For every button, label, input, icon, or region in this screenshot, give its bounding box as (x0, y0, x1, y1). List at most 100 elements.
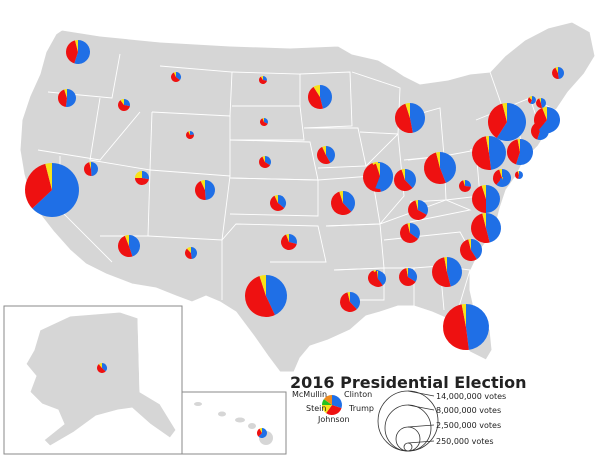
slice-AK-third (98, 363, 102, 368)
slice-DE-trump (515, 171, 519, 179)
pie-NV (84, 162, 99, 177)
slice-NY-clinton (496, 103, 527, 141)
size-circle-2-5m (395, 426, 421, 452)
slice-MT-clinton (176, 72, 182, 81)
slice-DC-third (502, 177, 503, 180)
slice-NC-third (482, 213, 486, 228)
alaska-inset (3, 305, 183, 455)
slice-MO-third (339, 191, 343, 203)
pie-DC (500, 177, 507, 183)
slice-CA-trump (25, 163, 52, 209)
pie-IA (317, 146, 335, 164)
pie-TX (245, 275, 287, 317)
slice-SD-trump (259, 118, 268, 126)
slice-AZ-trump (118, 235, 133, 257)
slice-DC-trump (501, 177, 503, 180)
pie-IN (394, 169, 417, 191)
legend-label-stein: Stein (306, 404, 326, 413)
pie-UT (135, 171, 150, 185)
slice-VA-clinton (486, 185, 500, 213)
pie-WA (66, 40, 90, 65)
pie-NY (488, 103, 527, 141)
slice-SC-trump (460, 239, 477, 262)
slice-VT-clinton (530, 96, 536, 104)
slice-TN-third (407, 223, 410, 233)
slice-KS-third (274, 195, 278, 203)
slice-IL-trump (367, 163, 380, 189)
slice-IN-trump (394, 169, 413, 191)
slice-CA-third (45, 163, 52, 190)
slice-NJ-clinton (515, 139, 534, 165)
slice-MS-clinton (378, 271, 386, 286)
pie-ND (259, 76, 267, 85)
slice-LA-trump (339, 292, 357, 313)
slice-MI-clinton (410, 103, 426, 133)
slice-HI-third (259, 428, 262, 433)
legend-pie (322, 395, 342, 415)
slice-WY-trump (186, 131, 194, 139)
slice-IA-trump (317, 146, 331, 164)
slice-ME-trump (551, 67, 559, 80)
slice-NM-trump (184, 248, 192, 259)
pie-MI (394, 103, 426, 134)
slice-NC-trump (471, 213, 490, 243)
pie-KY (407, 200, 428, 220)
slice-MA-clinton (538, 107, 560, 133)
slice-OR-trump (58, 89, 67, 107)
slice-ME-third (555, 67, 558, 73)
pie-NM (184, 247, 198, 259)
slice-NH-trump (535, 98, 542, 109)
pie-WV (459, 180, 471, 193)
legend-slice-mcmullin (323, 395, 332, 405)
slice-NV-trump (84, 162, 92, 177)
slice-ID-trump (118, 100, 130, 111)
pie-SC (460, 239, 482, 262)
slice-NE-clinton (265, 156, 272, 166)
pie-AL (399, 268, 418, 287)
pie-KS (269, 195, 286, 212)
pie-NH (535, 98, 547, 109)
slice-GA-trump (432, 257, 451, 287)
slice-OK-trump (281, 234, 297, 250)
slice-KY-trump (407, 200, 427, 220)
slice-OH-trump (423, 152, 446, 184)
slice-MD-third (499, 169, 502, 178)
slice-MS-trump (369, 271, 383, 287)
size-legend (377, 390, 439, 452)
slice-AK-clinton (102, 363, 108, 372)
slice-OH-clinton (440, 152, 456, 183)
slice-UT-third (135, 171, 142, 178)
slice-LA-third (347, 292, 350, 302)
slice-GA-third (444, 257, 447, 272)
slice-UT-trump (135, 178, 149, 185)
slice-OH-third (436, 152, 440, 168)
slice-IL-clinton (375, 163, 393, 189)
slice-SC-clinton (471, 239, 482, 260)
slice-ND-clinton (263, 76, 267, 81)
slice-NV-clinton (91, 162, 99, 176)
pie-OH (423, 152, 456, 184)
slice-SD-third (262, 118, 264, 122)
slice-NM-clinton (191, 247, 198, 259)
slice-ID-third (120, 99, 124, 105)
slice-MD-trump (493, 169, 502, 185)
slice-DE-clinton (518, 171, 523, 179)
size-circle-250k (403, 442, 413, 452)
slice-KY-third (415, 200, 418, 210)
slice-IA-clinton (326, 146, 335, 163)
pie-NE (259, 156, 272, 168)
pie-AK (96, 363, 108, 374)
slice-CO-third (200, 180, 205, 190)
slice-MI-third (405, 103, 410, 118)
slice-CO-trump (195, 180, 206, 200)
slice-NC-clinton (486, 213, 502, 243)
slice-MN-clinton (320, 85, 333, 109)
slice-CA-clinton (32, 163, 79, 217)
slice-AZ-third (124, 235, 129, 246)
slice-SD-clinton (264, 118, 268, 124)
size-label-2-5m: 2,500,000 votes (436, 421, 501, 430)
slice-VT-trump (528, 97, 532, 104)
pie-CO (195, 180, 216, 200)
slice-WV-third (463, 180, 465, 186)
slice-WV-clinton (465, 180, 471, 187)
